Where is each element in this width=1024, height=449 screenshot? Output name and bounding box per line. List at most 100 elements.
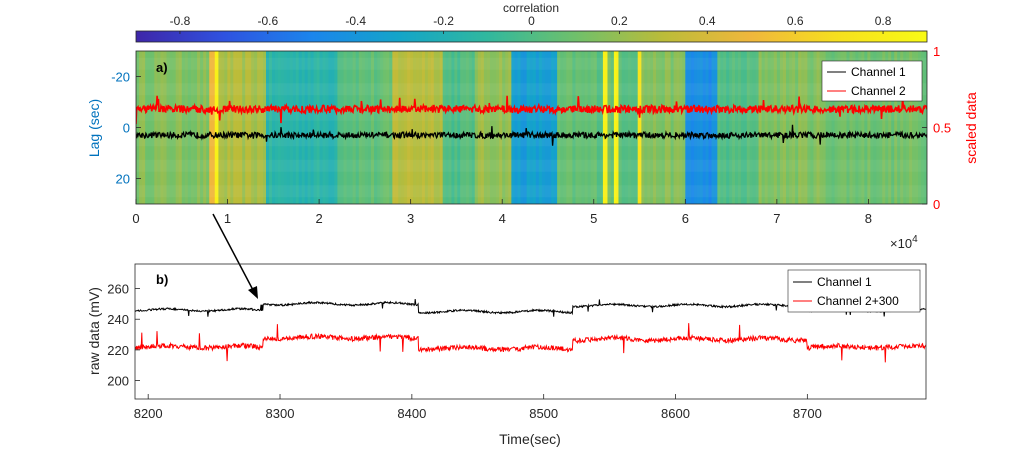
heatmap-cell: [699, 51, 704, 204]
heatmap-cell: [361, 51, 366, 204]
heatmap-cell: [298, 51, 303, 204]
heatmap-cell: [142, 51, 146, 204]
heatmap-cell: [410, 51, 414, 204]
heatmap-cell: [749, 51, 754, 204]
heatmap-cell: [242, 51, 246, 204]
heatmap-cell: [175, 51, 180, 204]
heatmap-cell: [888, 51, 892, 204]
panel-b-x-ticks: 8200 8300 8400 8500 8600 8700: [134, 394, 822, 421]
heatmap-cell: [631, 51, 636, 204]
heatmap-cell: [211, 51, 216, 204]
heatmap-cell: [289, 51, 294, 204]
heatmap-cell: [717, 51, 721, 204]
heatmap-cell: [266, 51, 270, 204]
heatmap-band: [637, 51, 642, 204]
heatmap-cell: [328, 51, 333, 204]
heatmap-cell: [566, 51, 570, 204]
heatmap-band: [337, 51, 393, 204]
heatmap-cell: [310, 51, 315, 204]
heatmap-cell: [493, 51, 497, 204]
heatmap-cell: [560, 51, 564, 204]
panel-a-x-tick-label: 0: [132, 211, 139, 226]
heatmap-cell: [551, 51, 555, 204]
panel-a-x-tick-label: 2: [315, 211, 322, 226]
heatmap-cell: [227, 51, 231, 204]
heatmap-cell: [343, 51, 348, 204]
heatmap-cell: [471, 51, 476, 204]
heatmap-cell: [496, 51, 500, 204]
heatmap-cell: [178, 51, 183, 204]
panel-a-label: a): [156, 60, 168, 75]
heatmap-band: [758, 51, 824, 204]
heatmap-cell: [732, 51, 736, 204]
heatmap-cell: [691, 51, 695, 204]
heatmap-cell: [658, 51, 663, 204]
panel-a-series-1-line: [136, 124, 927, 146]
heatmap-cell: [499, 51, 503, 204]
heatmap-cell: [224, 51, 228, 204]
heatmap-band: [136, 51, 210, 204]
heatmap-cell: [764, 51, 769, 204]
heatmap-cell: [292, 51, 297, 204]
panel-b-x-tick-label: 8500: [529, 406, 558, 421]
heatmap-cell: [389, 51, 393, 204]
heatmap-cell: [193, 51, 198, 204]
heatmap-cell: [380, 51, 384, 204]
heatmap-cell: [840, 51, 845, 204]
heatmap-cell: [160, 51, 165, 204]
heatmap-cell: [427, 51, 432, 204]
heatmap-cell: [894, 51, 898, 204]
heatmap-cell: [773, 51, 778, 204]
heatmap-cell: [581, 51, 586, 204]
heatmap-cell: [535, 51, 540, 204]
heatmap-band: [266, 51, 339, 204]
heatmap-cell: [383, 51, 387, 204]
heatmap-cell: [374, 51, 378, 204]
panel-b-y-tick-label: 200: [107, 374, 129, 389]
heatmap-cell: [416, 51, 420, 204]
heatmap-cell: [578, 51, 583, 204]
heatmap-cell: [557, 51, 561, 204]
heatmap-cell: [650, 51, 654, 204]
heatmap-cell: [511, 51, 516, 204]
heatmap-cell: [795, 51, 799, 204]
heatmap-cell: [735, 51, 739, 204]
panel-a-x-tick-label: 7: [773, 211, 780, 226]
heatmap-cell: [711, 51, 716, 204]
heatmap-cell: [641, 51, 645, 204]
heatmap-cell: [858, 51, 862, 204]
heatmap-cell: [468, 51, 473, 204]
heatmap-cell: [593, 51, 598, 204]
heatmap-cell: [596, 51, 601, 204]
heatmap-cell: [392, 51, 396, 204]
heatmap-cell: [673, 51, 678, 204]
heatmap-cell: [676, 51, 681, 204]
heatmap-cell: [590, 51, 595, 204]
heatmap-cell: [834, 51, 839, 204]
panel-b-x-tick-label: 8300: [266, 406, 295, 421]
heatmap-cell: [653, 51, 657, 204]
panel-b-y-tick-label: 240: [107, 312, 129, 327]
panel-a-x-tick-label: 8: [865, 211, 872, 226]
heatmap-cell: [463, 51, 467, 204]
panel-a-left-y-tick-label: -20: [111, 70, 130, 85]
colorbar-tick-label: -0.6: [257, 14, 278, 28]
heatmap-cell: [301, 51, 306, 204]
heatmap-cell: [187, 51, 192, 204]
heatmap-cell: [837, 51, 842, 204]
heatmap-cell: [831, 51, 836, 204]
heatmap-cell: [891, 51, 895, 204]
heatmap-cell: [563, 51, 567, 204]
heatmap-cell: [445, 51, 450, 204]
heatmap-cell: [855, 51, 860, 204]
heatmap-cell: [688, 51, 692, 204]
heatmap-band: [218, 51, 267, 204]
panel-a-right-ylabel: scaled data: [963, 92, 979, 164]
heatmap-lag-texture: [136, 57, 927, 70]
heatmap-cell: [340, 51, 345, 204]
heatmap-cell: [822, 51, 827, 204]
heatmap-cell: [602, 51, 606, 204]
heatmap-cell: [624, 51, 629, 204]
heatmap-cell: [616, 51, 620, 204]
colorbar-tick-label: -0.2: [433, 14, 454, 28]
